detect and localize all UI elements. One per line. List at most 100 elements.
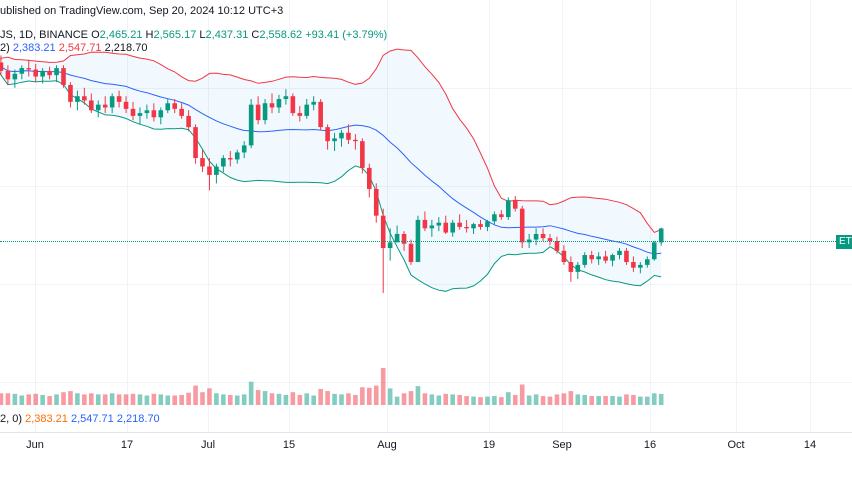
volume-bar	[130, 393, 136, 405]
volume-bar	[485, 396, 490, 405]
volume-bar	[116, 394, 122, 405]
volume-legend[interactable]: 2, 0) 2,383.21 2,547.71 2,218.70	[0, 413, 160, 426]
volume-bar	[186, 392, 191, 405]
candle-body	[478, 224, 483, 227]
last-price-line	[0, 241, 836, 242]
grid-line	[127, 0, 128, 432]
candle-body	[603, 256, 608, 261]
candle-body	[436, 222, 442, 226]
volume-bar	[304, 393, 310, 405]
grid-line	[0, 88, 852, 89]
symbol-label: JS, 1D, BINANCE	[0, 29, 89, 41]
vol-lower-value: 2,218.70	[116, 413, 160, 425]
candle-body	[325, 127, 330, 142]
candle-body	[116, 96, 122, 102]
symbol-legend[interactable]: JS, 1D, BINANCE O2,465.21 H2,565.17 L2,4…	[0, 29, 387, 42]
candle-body	[499, 214, 504, 218]
volume-bar	[575, 394, 581, 405]
volume-bar	[464, 396, 469, 405]
x-tick-label: 16	[643, 439, 657, 451]
volume-bar	[290, 392, 296, 405]
volume-bar	[367, 387, 372, 405]
volume-bar	[492, 396, 497, 405]
close-value: 2,558.62	[259, 29, 303, 41]
volume-bar	[318, 388, 323, 405]
volume-bar	[179, 394, 184, 405]
volume-bar	[617, 396, 622, 405]
volume-bar	[255, 390, 261, 405]
candle-body	[533, 233, 539, 240]
candle-body	[228, 158, 233, 160]
candle-body	[360, 141, 365, 168]
bb-params: 2)	[0, 42, 10, 54]
candle-body	[123, 101, 129, 109]
open-value: 2,465.21	[99, 29, 143, 41]
volume-bar	[269, 393, 275, 405]
volume-bar	[144, 395, 150, 405]
volume-bar	[380, 368, 386, 405]
volume-bar	[568, 391, 574, 405]
volume-bar	[401, 393, 407, 405]
candle-body	[33, 69, 38, 77]
x-tick-label: 14	[803, 439, 817, 451]
volume-bar	[5, 393, 11, 405]
volume-bar	[193, 385, 198, 405]
candle-body	[367, 167, 372, 189]
volume-bar	[645, 396, 650, 405]
candle-body	[519, 208, 525, 243]
volume-bar	[325, 391, 330, 405]
low-key: L	[199, 29, 206, 41]
volume-bar	[151, 393, 157, 405]
candle-body	[248, 104, 254, 146]
x-tick-label: Jul	[200, 439, 216, 451]
bb-upper-line	[0, 48, 662, 234]
volume-bar	[12, 393, 18, 405]
volume-bar	[26, 394, 32, 405]
x-tick-label: 19	[482, 439, 496, 451]
open-key: O	[91, 29, 100, 41]
volume-bar	[526, 395, 532, 405]
candle-body	[651, 242, 657, 260]
candle-body	[255, 104, 261, 121]
candle-body	[332, 138, 337, 142]
volume-bar	[471, 396, 476, 405]
volume-bar	[561, 393, 567, 405]
volume-bar	[540, 396, 546, 405]
high-key: H	[145, 29, 154, 41]
close-key: C	[251, 29, 260, 41]
volume-bar	[75, 393, 80, 405]
candle-body	[373, 188, 379, 216]
candle-body	[234, 152, 240, 160]
volume-bar	[61, 392, 66, 405]
volume-bar	[651, 393, 657, 405]
candle-body	[610, 255, 615, 261]
candle-body	[471, 224, 476, 229]
volume-bar	[0, 393, 4, 405]
grid-line	[0, 186, 852, 187]
grid-line	[489, 0, 490, 432]
candle-body	[241, 145, 247, 153]
candle-body	[151, 110, 157, 118]
candle-body	[443, 222, 449, 233]
x-tick-label: Jun	[26, 439, 44, 451]
candle-body	[624, 250, 629, 263]
candle-body	[506, 200, 511, 218]
volume-bar	[33, 393, 38, 405]
candle-body	[526, 239, 532, 243]
candle-body	[429, 225, 435, 229]
candle-body	[339, 132, 344, 139]
candle-body	[200, 158, 205, 167]
candle-body	[26, 68, 32, 70]
candle-body	[401, 233, 407, 244]
volume-bar	[443, 393, 449, 405]
candle-body	[304, 104, 310, 116]
volume-bar	[499, 397, 504, 405]
candle-body	[589, 255, 594, 260]
volume-bar	[457, 394, 462, 405]
candle-body	[596, 256, 601, 260]
candle-body	[158, 110, 164, 118]
candle-body	[492, 214, 497, 222]
candle-body	[95, 104, 101, 111]
candle-body	[144, 110, 150, 114]
bollinger-legend[interactable]: 2) 2,383.21 2,547.71 2,218.70	[0, 42, 147, 55]
